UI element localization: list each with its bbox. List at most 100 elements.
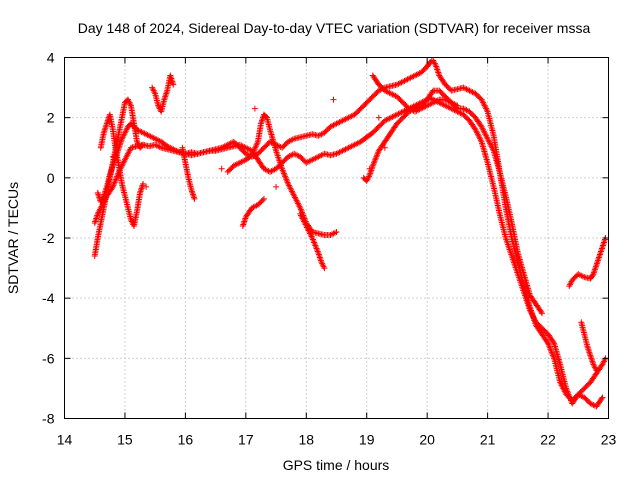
data-point-marker: [321, 265, 328, 272]
grid-lines: [64, 57, 609, 419]
series-track-e: [149, 72, 177, 115]
data-point-marker: [240, 219, 247, 226]
data-point-marker: [258, 119, 265, 126]
data-point-marker: [594, 257, 601, 264]
y-axis-label: SDTVAR / TECUs: [5, 182, 21, 294]
series-track-a: [94, 57, 606, 410]
data-point-marker: [330, 230, 337, 237]
series-track-m: [578, 319, 600, 374]
data-point-marker: [92, 218, 99, 225]
data-point-marker: [597, 248, 604, 255]
x-tick-label: 22: [540, 432, 556, 448]
data-point-marker: [591, 266, 598, 273]
data-point-marker: [595, 256, 602, 263]
series-track-d: [97, 111, 147, 229]
data-point-marker: [162, 92, 169, 99]
data-point-marker: [589, 272, 596, 279]
data-point-marker: [586, 350, 593, 357]
data-point-marker: [600, 241, 607, 248]
y-tick-label: 0: [47, 170, 55, 186]
data-point-marker: [463, 107, 470, 114]
data-points: [91, 57, 609, 410]
data-point-marker: [598, 245, 605, 252]
x-tick-label: 23: [601, 432, 617, 448]
data-point-marker: [260, 195, 267, 202]
series-track-b: [91, 95, 609, 407]
x-tick-label: 17: [238, 432, 254, 448]
data-point-marker: [434, 68, 441, 75]
data-point-marker: [598, 247, 605, 254]
data-point-marker: [588, 355, 595, 362]
data-point-marker: [587, 353, 594, 360]
data-point-marker: [592, 263, 599, 270]
data-point-marker: [138, 186, 145, 193]
data-point-marker: [593, 262, 600, 269]
series-track-k: [369, 72, 461, 115]
data-point-marker: [585, 347, 592, 354]
data-point-marker: [288, 152, 295, 159]
data-point-marker: [94, 189, 101, 196]
data-point-marker: [375, 114, 382, 121]
data-point-marker: [139, 142, 146, 149]
y-tick-label: -6: [42, 350, 55, 366]
data-point-marker: [101, 126, 108, 133]
data-point-marker: [601, 238, 608, 245]
data-point-marker: [161, 95, 168, 102]
data-point-marker: [109, 153, 116, 160]
data-point-marker: [599, 394, 606, 401]
data-point-marker: [538, 308, 545, 315]
series-track-j: [360, 87, 546, 317]
data-point-marker: [270, 167, 277, 174]
data-point-marker: [596, 251, 603, 258]
data-point-marker: [138, 185, 145, 192]
data-point-marker: [318, 131, 325, 138]
data-point-marker: [139, 182, 146, 189]
data-point-marker: [102, 123, 109, 130]
data-point-marker: [585, 346, 592, 353]
series-track-l: [566, 235, 609, 290]
data-point-marker: [241, 218, 248, 225]
data-point-marker: [592, 265, 599, 272]
data-point-marker: [316, 254, 323, 261]
x-tick-label: 16: [178, 432, 194, 448]
data-point-marker: [95, 191, 102, 198]
x-tick-label: 21: [480, 432, 496, 448]
data-point-marker: [190, 194, 197, 201]
data-point-marker: [162, 93, 169, 100]
data-point-marker: [368, 167, 375, 174]
x-axis-label: GPS time / hours: [283, 457, 390, 473]
data-point-marker: [258, 117, 265, 124]
data-point-marker: [251, 105, 258, 112]
data-point-marker: [251, 203, 258, 210]
data-point-marker: [93, 215, 100, 222]
series-track-c: [91, 96, 147, 260]
data-point-marker: [189, 189, 196, 196]
x-tick-label: 20: [419, 432, 435, 448]
data-point-marker: [544, 339, 551, 346]
data-point-marker: [190, 192, 197, 199]
data-point-marker: [189, 191, 196, 198]
data-point-marker: [330, 96, 337, 103]
data-point-marker: [239, 222, 246, 229]
data-point-marker: [594, 259, 601, 266]
x-tick-label: 18: [298, 432, 314, 448]
data-point-marker: [294, 152, 301, 159]
data-point-marker: [273, 183, 280, 190]
data-point-marker: [596, 253, 603, 260]
data-point-marker: [381, 144, 388, 151]
data-point-marker: [539, 310, 546, 317]
y-tick-label: -2: [42, 230, 55, 246]
data-point-marker: [599, 244, 606, 251]
data-point-marker: [454, 102, 461, 109]
series-track-f: [179, 144, 198, 202]
data-point-marker: [91, 219, 98, 226]
y-tick-label: 2: [47, 110, 55, 126]
series-track-h: [239, 195, 267, 229]
data-point-marker: [600, 239, 607, 246]
data-point-marker: [593, 367, 600, 374]
data-point-marker: [567, 280, 574, 287]
data-point-marker: [599, 242, 606, 249]
y-tick-label: -4: [42, 290, 55, 306]
data-point-marker: [143, 183, 150, 190]
